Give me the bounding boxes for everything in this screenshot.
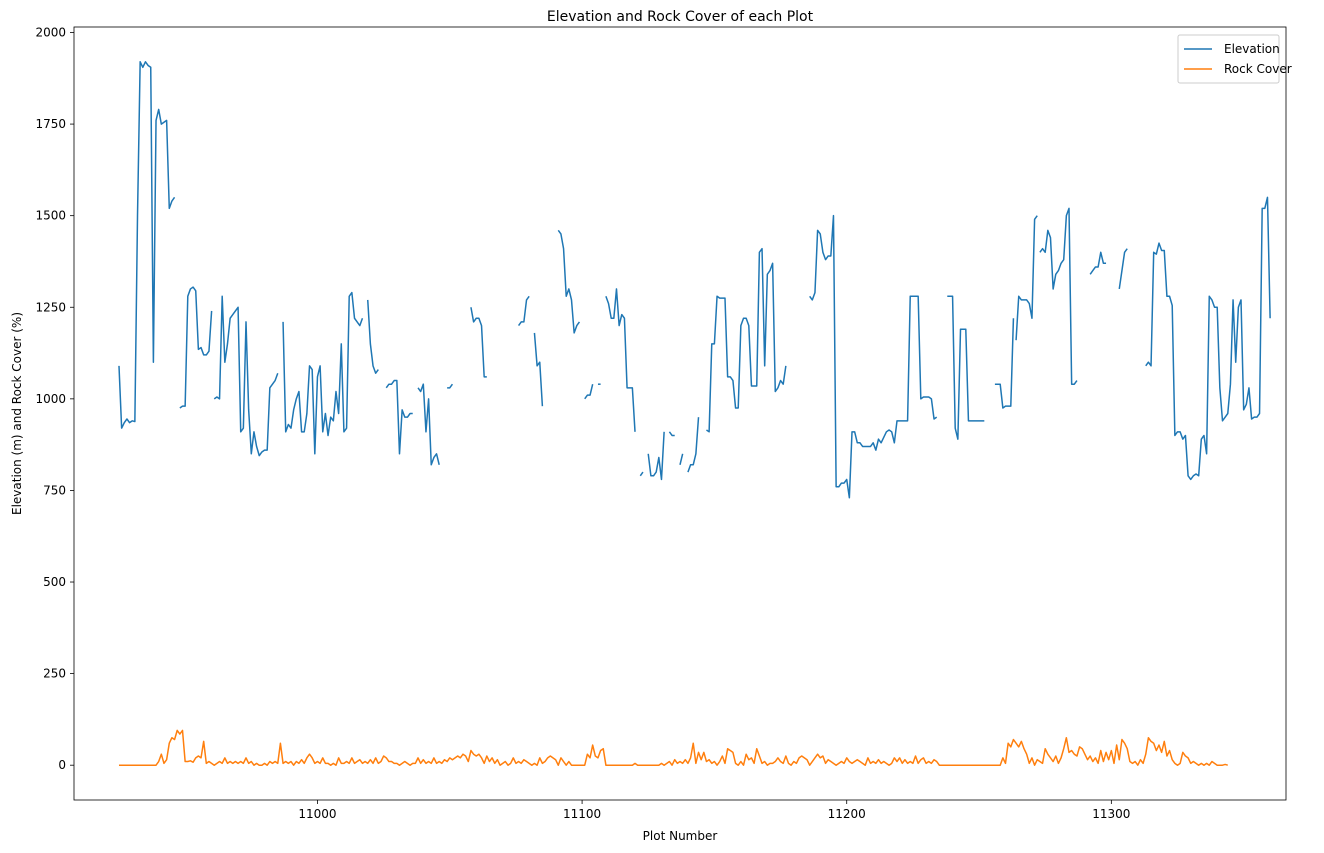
series-line-segment: [447, 383, 454, 389]
y-tick-label: 1000: [35, 392, 66, 406]
series-line-segment: [118, 729, 1228, 766]
series-rock-cover: [118, 729, 1228, 766]
series-line-segment: [1015, 215, 1038, 341]
x-axis: 11000 11100 11200 11300: [298, 800, 1130, 821]
series-line-segment: [282, 291, 364, 455]
x-tick-label: 11000: [298, 807, 336, 821]
series-line-segment: [1039, 207, 1078, 385]
series-line-segment: [668, 431, 675, 437]
series-line-segment: [470, 307, 487, 378]
series-layer: [118, 61, 1271, 766]
series-line-segment: [647, 431, 665, 481]
x-axis-label: Plot Number: [643, 829, 718, 843]
series-line-segment: [213, 295, 279, 457]
series-line-segment: [118, 61, 176, 429]
y-axis: 0 250 500 750 1000 1250 1500 1750 2000: [35, 25, 74, 772]
legend-entry: Elevation: [1224, 42, 1280, 56]
series-line-segment: [584, 384, 594, 400]
y-tick-label: 0: [58, 758, 66, 772]
y-axis-label: Elevation (m) and Rock Cover (%): [10, 312, 24, 515]
y-tick-label: 1250: [35, 300, 66, 314]
series-line-segment: [1145, 196, 1271, 481]
y-tick-label: 1500: [35, 209, 66, 223]
series-line-segment: [366, 299, 379, 374]
x-tick-label: 11100: [563, 807, 601, 821]
series-line-segment: [639, 471, 644, 477]
series-line-segment: [1089, 251, 1107, 275]
series-line-segment: [417, 383, 440, 466]
x-tick-label: 11300: [1092, 807, 1130, 821]
y-tick-label: 1750: [35, 117, 66, 131]
series-line-segment: [1118, 248, 1128, 290]
plot-frame: [73, 26, 1287, 801]
legend: Elevation Rock Cover: [1177, 34, 1292, 84]
series-line-segment: [687, 417, 700, 473]
y-tick-label: 2000: [35, 25, 66, 39]
series-line-segment: [994, 318, 1015, 409]
series-line-segment: [179, 286, 213, 409]
series-line-segment: [605, 288, 636, 432]
series-line-segment: [706, 247, 787, 433]
series-line-segment: [517, 295, 530, 327]
series-line-segment: [947, 295, 985, 440]
series-line-segment: [557, 229, 581, 334]
series-line-segment: [533, 332, 544, 407]
series-line-segment: [679, 453, 684, 465]
x-tick-label: 11200: [828, 807, 866, 821]
y-tick-label: 500: [43, 575, 66, 589]
legend-box: [1177, 34, 1280, 84]
y-tick-label: 750: [43, 483, 66, 497]
series-line-segment: [385, 379, 413, 455]
series-line-segment: [809, 214, 938, 499]
legend-entry: Rock Cover: [1224, 62, 1292, 76]
chart-title: Elevation and Rock Cover of each Plot: [547, 9, 814, 25]
series-elevation: [118, 61, 1271, 499]
y-tick-label: 250: [43, 667, 66, 681]
